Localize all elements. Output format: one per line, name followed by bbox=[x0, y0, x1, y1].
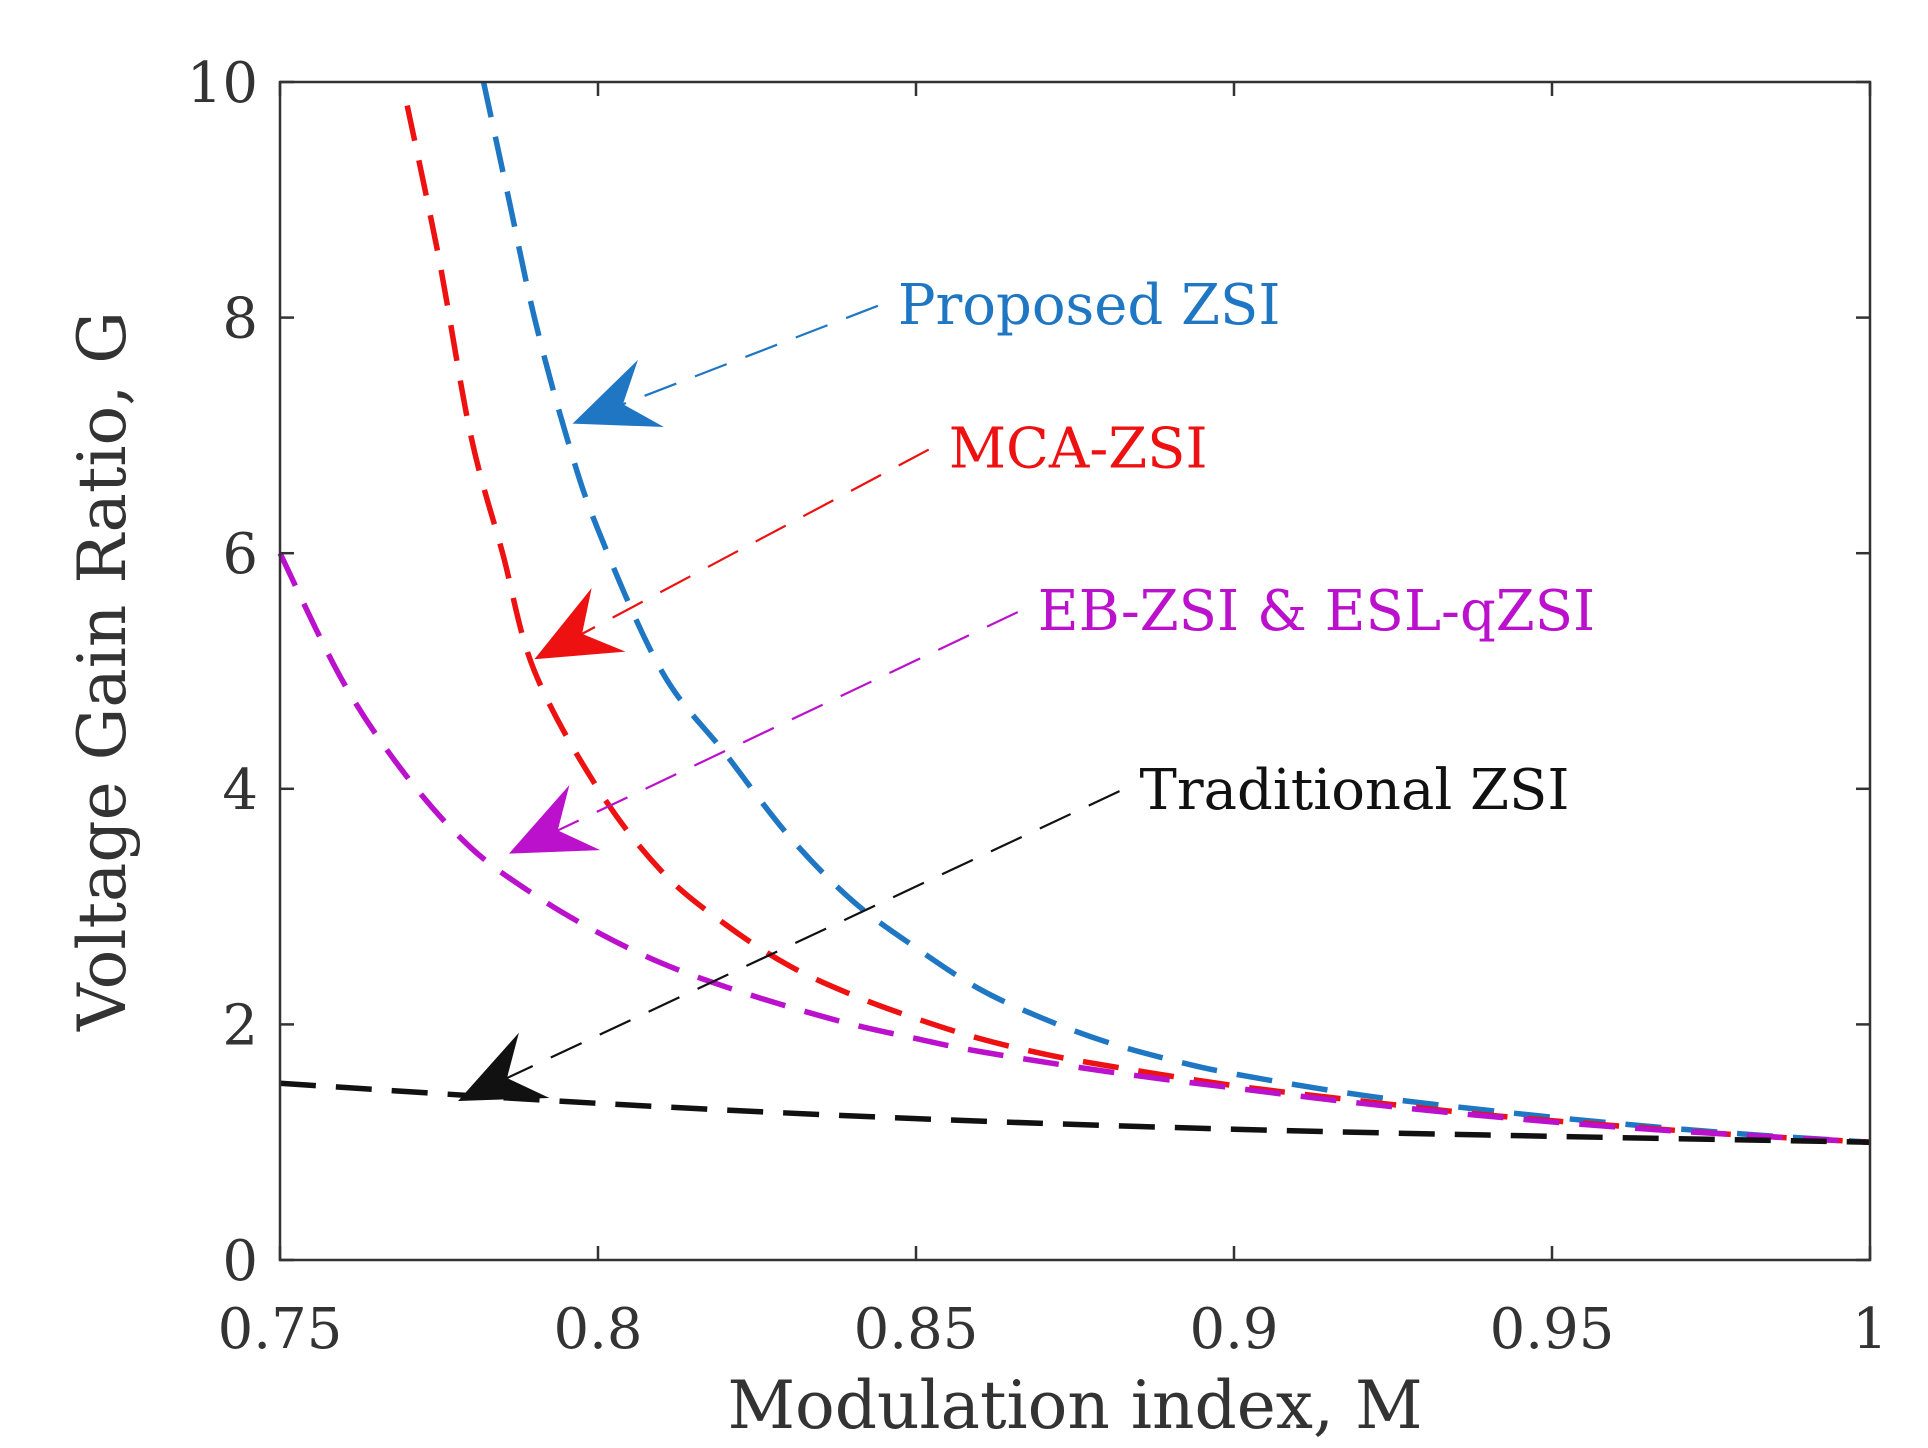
series-line-proposed-zsi bbox=[480, 81, 1871, 1145]
annotation-arrow-proposed-zsi bbox=[622, 304, 879, 406]
y-tick-label: 8 bbox=[222, 287, 258, 352]
x-tick-label: 0.75 bbox=[218, 1297, 343, 1362]
axes-layer bbox=[278, 80, 1872, 1262]
annotation-label-traditional-zsi: Traditional ZSI bbox=[1140, 758, 1570, 823]
annotation-arrow-mca-zsi bbox=[581, 448, 930, 635]
series-line-traditional-zsi bbox=[279, 1080, 1871, 1145]
annotation-arrowhead-eb-zsi-esl-qzsi bbox=[508, 785, 601, 854]
annotation-arrowhead-traditional-zsi bbox=[458, 1032, 550, 1101]
y-tick-label: 6 bbox=[222, 522, 258, 587]
annotation-label-mca-zsi: MCA-ZSI bbox=[949, 417, 1208, 482]
annotation-label-proposed-zsi: Proposed ZSI bbox=[898, 273, 1281, 338]
annotation-label-eb-zsi-esl-qzsi: EB-ZSI & ESL-qZSI bbox=[1038, 579, 1595, 644]
y-tick-label: 2 bbox=[222, 993, 258, 1058]
y-tick-label: 4 bbox=[222, 758, 258, 823]
x-tick-label: 0.95 bbox=[1490, 1297, 1615, 1362]
x-tick-label: 0.9 bbox=[1189, 1297, 1278, 1362]
y-tick-label: 0 bbox=[222, 1229, 258, 1294]
x-tick-label: 1 bbox=[1852, 1297, 1888, 1362]
series-layer bbox=[277, 81, 1871, 1145]
x-tick-label: 0.85 bbox=[854, 1297, 979, 1362]
plot-frame bbox=[278, 80, 1872, 1262]
annotation-layer: Proposed ZSI MCA-ZSI EB-ZSI & ESL-qZSI Trad… bbox=[458, 273, 1595, 1101]
annotation-arrow-eb-zsi-esl-qzsi bbox=[557, 611, 1019, 832]
annotation-arrow-traditional-zsi bbox=[506, 790, 1120, 1080]
y-axis-label: Voltage Gain Ratio, G bbox=[64, 311, 141, 1032]
y-ticks: 0 2 4 6 8 10 bbox=[187, 51, 1870, 1294]
y-tick-label: 10 bbox=[187, 51, 258, 116]
series-line-eb-zsi-esl-qzsi bbox=[277, 551, 1871, 1145]
annotation-arrowhead-proposed-zsi bbox=[572, 359, 664, 427]
x-tick-label: 0.8 bbox=[553, 1297, 642, 1362]
x-ticks: 0.75 0.8 0.85 0.9 0.95 1 bbox=[218, 82, 1888, 1362]
annotation-arrowhead-mca-zsi bbox=[534, 587, 626, 660]
x-axis-label: Modulation index, M bbox=[727, 1367, 1422, 1444]
